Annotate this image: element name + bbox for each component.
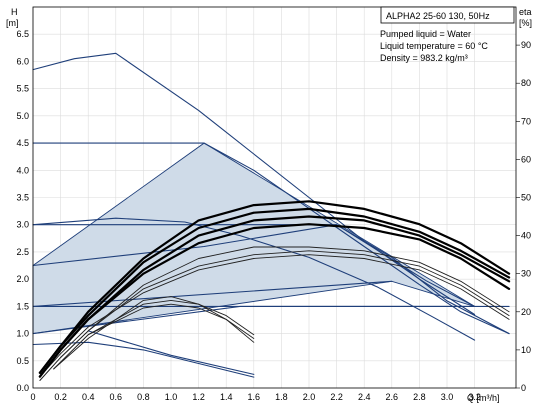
chart-title: ALPHA2 25-60 130, 50Hz bbox=[386, 11, 490, 21]
x-tick-label: 2.4 bbox=[358, 392, 371, 402]
x-tick-label: 2.0 bbox=[303, 392, 316, 402]
curves bbox=[32, 52, 511, 381]
efficiency-curve-main bbox=[38, 207, 511, 374]
x-tick-label: 2.2 bbox=[330, 392, 343, 402]
y-left-tick-label: 3.5 bbox=[16, 193, 29, 203]
head-curve bbox=[32, 280, 393, 307]
x-tick-label: 2.6 bbox=[386, 392, 399, 402]
y-right-label: eta bbox=[519, 7, 532, 17]
x-tick-label: 1.4 bbox=[220, 392, 233, 402]
y-left-tick-label: 5.0 bbox=[16, 111, 29, 121]
y-right-unit: [%] bbox=[519, 18, 532, 28]
y-left-tick-label: 6.0 bbox=[16, 56, 29, 66]
tick-labels: 0 0.2 0.4 0.6 0.8 1.0 1.2 1.4 1.6 1.8 2.0 2.2 2.4 2.6… bbox=[16, 29, 531, 402]
x-tick-label: 1.2 bbox=[192, 392, 205, 402]
y-right-tick-label: 60 bbox=[521, 154, 531, 164]
y-left-tick-label: 2.0 bbox=[16, 274, 29, 284]
y-left-tick-label: 6.5 bbox=[16, 29, 29, 39]
head-curve bbox=[32, 341, 255, 378]
y-left-tick-label: 0.5 bbox=[16, 356, 29, 366]
y-right-tick-label: 70 bbox=[521, 116, 531, 126]
x-tick-label: 3.2 bbox=[468, 392, 481, 402]
y-left-tick-label: 1.5 bbox=[16, 301, 29, 311]
x-tick-label: 2.8 bbox=[413, 392, 426, 402]
y-right-tick-label: 20 bbox=[521, 307, 531, 317]
x-tick-label: 1.0 bbox=[165, 392, 178, 402]
x-tick-label: 0.2 bbox=[54, 392, 67, 402]
y-right-tick-label: 80 bbox=[521, 78, 531, 88]
y-left-tick-label: 4.5 bbox=[16, 138, 29, 148]
efficiency-curve bbox=[53, 296, 255, 370]
y-left-tick-label: 5.5 bbox=[16, 84, 29, 94]
efficiency-curve-main bbox=[38, 200, 511, 374]
x-tick-label: 0 bbox=[30, 392, 35, 402]
y-left-tick-label: 1.0 bbox=[16, 329, 29, 339]
y-left-tick-label: 0.0 bbox=[16, 383, 29, 393]
head-curve bbox=[87, 330, 255, 375]
efficiency-curve bbox=[53, 299, 255, 370]
x-tick-label: 1.6 bbox=[248, 392, 261, 402]
head-curve bbox=[32, 142, 510, 335]
y-left-label: H bbox=[11, 7, 18, 17]
efficiency-curve-main bbox=[38, 215, 511, 378]
y-right-tick-label: 40 bbox=[521, 231, 531, 241]
y-right-tick-label: 0 bbox=[521, 383, 526, 393]
info-density: Density = 983.2 kg/m³ bbox=[380, 53, 468, 63]
info-liquid: Pumped liquid = Water bbox=[380, 29, 471, 39]
y-left-tick-label: 4.0 bbox=[16, 165, 29, 175]
x-tick-label: 0.6 bbox=[110, 392, 123, 402]
head-curve bbox=[32, 224, 476, 307]
x-axis-label: Q [m³/h] bbox=[467, 393, 500, 403]
head-curve bbox=[32, 305, 476, 335]
y-right-tick-label: 50 bbox=[521, 193, 531, 203]
head-curve bbox=[32, 217, 476, 341]
x-tick-label: 3.0 bbox=[441, 392, 454, 402]
title-box bbox=[380, 6, 515, 24]
x-tick-label: 1.8 bbox=[275, 392, 288, 402]
y-left-tick-label: 3.0 bbox=[16, 220, 29, 230]
x-tick-label: 0.8 bbox=[137, 392, 150, 402]
y-right-tick-label: 90 bbox=[521, 40, 531, 50]
efficiency-curve bbox=[39, 246, 510, 381]
y-right-tick-label: 30 bbox=[521, 269, 531, 279]
info-temperature: Liquid temperature = 60 °C bbox=[380, 41, 488, 51]
efficiency-curve bbox=[39, 254, 510, 378]
y-left-unit: [m] bbox=[6, 18, 19, 28]
y-left-tick-label: 2.5 bbox=[16, 247, 29, 257]
y-right-tick-label: 10 bbox=[521, 345, 531, 355]
x-tick-label: 0.4 bbox=[82, 392, 95, 402]
